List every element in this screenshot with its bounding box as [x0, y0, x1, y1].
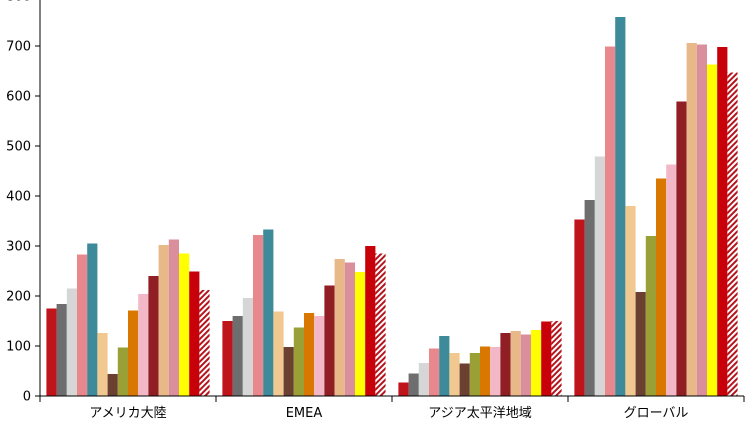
- y-tick-label: 800: [6, 0, 31, 5]
- bar: [469, 353, 480, 396]
- bar: [242, 298, 253, 396]
- bar: [107, 374, 118, 396]
- bar: [480, 346, 491, 396]
- bar: [199, 290, 210, 396]
- bar: [408, 373, 419, 396]
- bar: [696, 44, 707, 396]
- y-axis: 0 100 200 300 400 500 600 700 800: [6, 0, 41, 405]
- bar: [158, 245, 169, 396]
- bar: [459, 363, 470, 396]
- bar: [283, 347, 294, 396]
- bar: [77, 254, 88, 396]
- bar: [344, 262, 355, 396]
- bar: [625, 206, 636, 396]
- y-tick-label: 400: [6, 190, 31, 205]
- bar: [656, 178, 667, 396]
- bar: [594, 156, 605, 396]
- bar: [520, 334, 531, 396]
- bar: [490, 347, 501, 396]
- bar: [56, 304, 67, 396]
- bar: [189, 271, 200, 396]
- bar: [324, 285, 335, 396]
- bar: [615, 17, 626, 396]
- bar: [46, 308, 57, 396]
- bar: [273, 311, 284, 396]
- bar: [355, 272, 366, 396]
- bar: [500, 333, 511, 396]
- bar: [232, 316, 243, 396]
- bar: [574, 219, 585, 396]
- y-tick-label: 700: [6, 40, 31, 55]
- bar: [531, 330, 542, 396]
- y-tick-label: 100: [6, 340, 31, 355]
- y-tick-label: 500: [6, 140, 31, 155]
- bar: [418, 363, 429, 396]
- x-tick-label: アジア太平洋地域: [428, 406, 531, 421]
- bar: [117, 347, 128, 396]
- bar: [168, 239, 179, 396]
- bar: [304, 313, 315, 396]
- bars: [46, 17, 738, 396]
- bar: [605, 46, 616, 396]
- bar: [97, 333, 108, 396]
- bar: [222, 321, 233, 396]
- bar: [66, 288, 77, 396]
- bar: [584, 200, 595, 396]
- bar: [439, 336, 450, 396]
- bar: [541, 321, 552, 396]
- x-tick-label: グローバル: [624, 406, 689, 421]
- bar: [148, 276, 159, 396]
- bar: [686, 43, 697, 396]
- bar: [666, 164, 677, 396]
- bar: [128, 310, 139, 396]
- bar: [314, 316, 325, 396]
- y-tick-label: 300: [6, 240, 31, 255]
- bar: [551, 321, 562, 396]
- x-tick-label: EMEA: [286, 406, 323, 421]
- y-tick-label: 600: [6, 90, 31, 105]
- bar: [727, 72, 738, 396]
- bar: [138, 294, 149, 396]
- bar: [293, 327, 304, 396]
- bar: [510, 331, 521, 396]
- bar: [707, 64, 718, 396]
- bar: [645, 236, 656, 396]
- bar: [717, 47, 728, 396]
- x-tick-label: アメリカ大陸: [89, 405, 166, 421]
- y-tick-label: 0: [23, 390, 31, 405]
- bar: [87, 243, 98, 396]
- x-axis: アメリカ大陸 EMEA アジア太平洋地域 グローバル: [39, 395, 745, 421]
- bar: [334, 259, 345, 396]
- bar: [179, 253, 190, 396]
- bar: [635, 292, 646, 396]
- bar: [263, 229, 274, 396]
- bar: [375, 253, 386, 396]
- bar: [676, 101, 687, 396]
- bar: [449, 353, 460, 396]
- bar: [429, 348, 440, 396]
- bar: [253, 235, 264, 396]
- bar: [365, 246, 376, 396]
- y-tick-label: 200: [6, 290, 31, 305]
- bar: [398, 382, 409, 396]
